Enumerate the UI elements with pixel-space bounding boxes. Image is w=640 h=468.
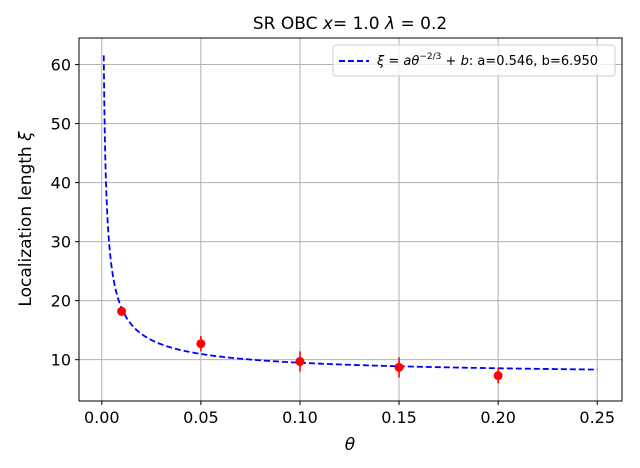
y-tick-label: 60 xyxy=(51,56,71,75)
y-tick-label: 40 xyxy=(51,174,71,193)
data-point xyxy=(117,306,127,316)
data-point xyxy=(394,362,404,372)
x-tick-label: 0.05 xyxy=(183,408,219,427)
data-point xyxy=(295,356,305,366)
x-tick-label: 0.15 xyxy=(381,408,417,427)
plot-frame xyxy=(78,37,623,402)
x-tick-label: 0.25 xyxy=(579,408,615,427)
y-tick-label: 10 xyxy=(51,351,71,370)
chart-title: SR OBC x= 1.0 λ = 0.2 xyxy=(253,14,447,34)
legend-label: ξ = aθ−2/3 + b: a=0.546, b=6.950 xyxy=(376,52,598,69)
points-layer xyxy=(117,306,503,384)
x-tick-label: 0.00 xyxy=(84,408,120,427)
x-tick-label: 0.10 xyxy=(282,408,318,427)
x-axis-label: θ xyxy=(345,435,356,455)
grid xyxy=(79,38,622,401)
x-tick-label: 0.20 xyxy=(480,408,516,427)
data-point xyxy=(196,339,206,349)
y-ticks: 10 20 30 40 50 60 xyxy=(51,56,79,370)
fit-layer xyxy=(102,55,598,371)
legend: ξ = aθ−2/3 + b: a=0.546, b=6.950 xyxy=(332,44,616,77)
fit-curve xyxy=(102,55,598,371)
y-axis-label: Localization length ξ xyxy=(16,131,36,307)
legend-box xyxy=(332,44,616,77)
y-tick-label: 20 xyxy=(51,292,71,311)
x-ticks: 0.00 0.05 0.10 0.15 0.20 0.25 xyxy=(84,401,615,427)
y-tick-label: 30 xyxy=(51,233,71,252)
data-point xyxy=(493,371,503,381)
y-tick-label: 50 xyxy=(51,115,71,134)
